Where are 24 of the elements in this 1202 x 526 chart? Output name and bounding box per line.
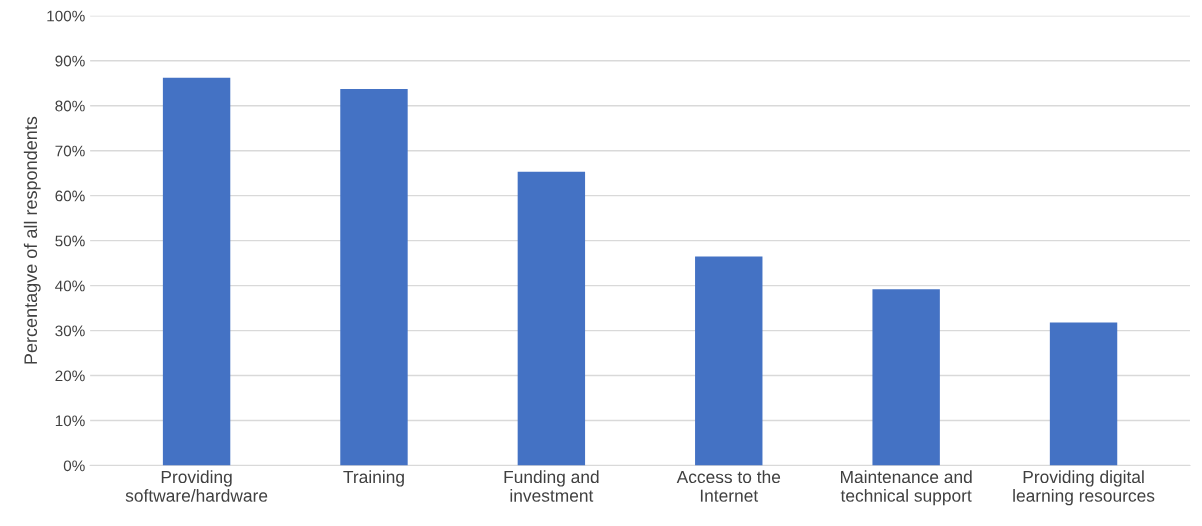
y-tick-label: 80%: [55, 100, 85, 112]
x-tick-label: Providing digital learning resources: [1013, 470, 1155, 506]
y-tick-label: 0%: [63, 460, 85, 472]
y-tick-label: 30%: [55, 325, 85, 337]
y-tick-label: 90%: [55, 55, 85, 67]
x-tick-label: Providing software/hardware: [125, 470, 268, 502]
bar: [517, 171, 586, 466]
x-tick-label: Maintenance and technical support: [840, 470, 972, 506]
bar: [162, 77, 231, 466]
y-tick-label: 20%: [55, 370, 85, 382]
x-tick-label: Funding and investment: [504, 470, 599, 502]
x-tick-label: Training: [343, 470, 404, 487]
bar: [340, 89, 408, 466]
y-tick-label: 100%: [47, 10, 85, 22]
bar: [695, 256, 763, 466]
x-tick-label: Access to the Internet: [676, 470, 781, 502]
y-tick-label: 50%: [55, 235, 85, 247]
y-tick-label: 40%: [55, 280, 85, 292]
y-tick-label: 60%: [55, 190, 85, 202]
y-tick-label: 70%: [55, 145, 85, 157]
y-tick-label: 10%: [55, 415, 85, 427]
bar: [1049, 322, 1118, 466]
y-axis-title: Percentagve of all respondents: [23, 116, 41, 364]
bar: [872, 289, 940, 466]
